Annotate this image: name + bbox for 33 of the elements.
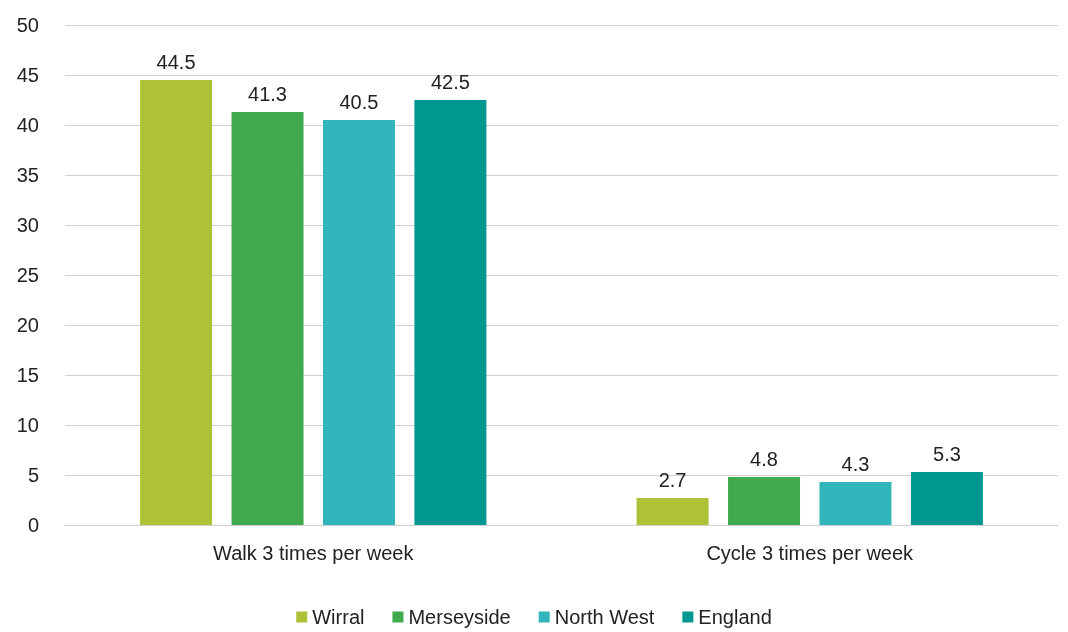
data-label: 41.3 (248, 83, 287, 105)
legend-label: Merseyside (408, 606, 511, 628)
y-tick-label: 30 (16, 214, 39, 236)
y-tick-label: 50 (16, 14, 39, 36)
bar (231, 112, 304, 525)
y-tick-label: 40 (16, 114, 39, 136)
y-tick-label: 15 (16, 364, 39, 386)
data-label: 4.3 (841, 453, 870, 475)
bar (322, 120, 395, 525)
bar (728, 477, 801, 525)
legend-label: North West (554, 606, 655, 628)
x-tick-label: Cycle 3 times per week (706, 542, 915, 564)
legend-label: England (698, 606, 772, 628)
data-label: 4.8 (750, 448, 778, 470)
bar (910, 472, 983, 525)
data-label: 42.5 (430, 71, 470, 93)
data-label: 2.7 (658, 469, 687, 491)
bar (636, 498, 709, 525)
y-tick-label: 5 (27, 464, 39, 486)
legend-label: Wirral (312, 606, 365, 628)
data-label: 5.3 (933, 443, 961, 465)
bar (819, 482, 892, 525)
data-label: 40.5 (339, 91, 379, 113)
y-tick-label: 25 (16, 264, 39, 286)
y-tick-label: 10 (16, 414, 39, 436)
y-tick-label: 0 (27, 514, 39, 536)
data-label: 44.5 (156, 51, 196, 73)
y-tick-label: 35 (16, 164, 39, 186)
bar (414, 100, 487, 525)
y-tick-label: 45 (16, 64, 39, 86)
bar (140, 80, 213, 525)
x-tick-label: Walk 3 times per week (213, 542, 415, 564)
y-tick-label: 20 (16, 314, 39, 336)
